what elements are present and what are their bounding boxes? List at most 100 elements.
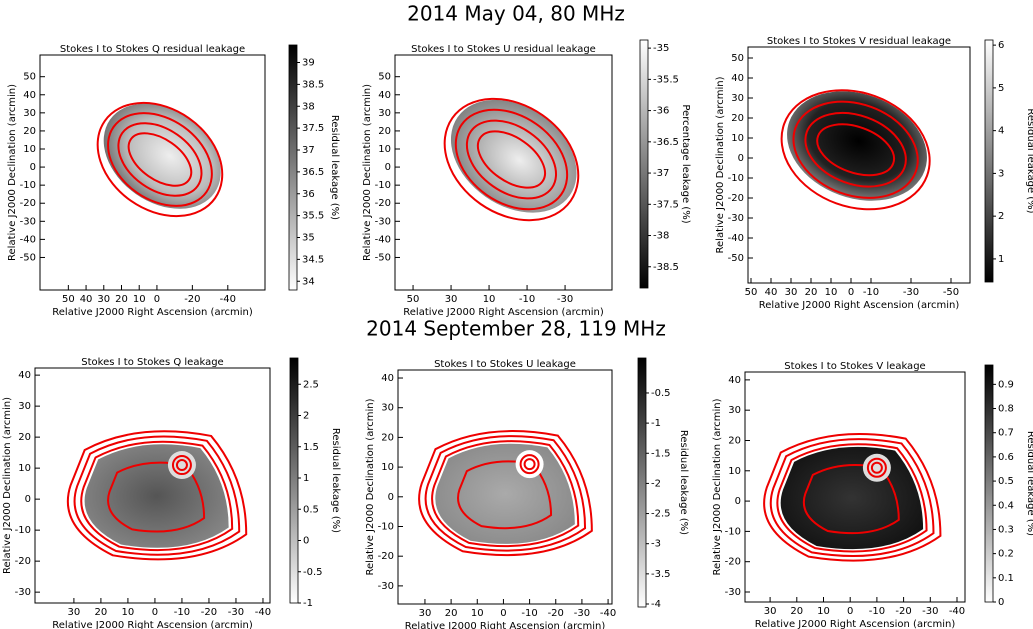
contour bbox=[418, 430, 593, 557]
contour bbox=[776, 443, 928, 553]
y-axis-label: Relative J2000 Declination (arcmin) bbox=[362, 84, 373, 261]
y-tick-label: 0 bbox=[385, 162, 391, 173]
contour bbox=[175, 459, 188, 472]
colorbar-tick-label: 38.5 bbox=[302, 79, 324, 90]
y-tick-label: 30 bbox=[381, 403, 394, 414]
contour bbox=[866, 457, 887, 478]
map-image bbox=[763, 432, 942, 562]
contour bbox=[870, 461, 883, 474]
y-tick-label: -30 bbox=[728, 213, 744, 224]
y-tick-label: -40 bbox=[375, 234, 391, 245]
y-tick-label: -20 bbox=[375, 198, 391, 209]
colorbar-tick-label: 0 bbox=[303, 536, 309, 547]
contour bbox=[73, 435, 241, 556]
x-tick-label: 30 bbox=[419, 608, 432, 619]
contour bbox=[66, 430, 248, 561]
contour bbox=[431, 440, 580, 548]
colorbar-label: Residual leakage (%) bbox=[1025, 108, 1033, 213]
panel-title: Stokes I to Stokes Q leakage bbox=[81, 357, 223, 368]
colorbar-tick-label: -36 bbox=[653, 106, 669, 117]
x-tick-label: 0 bbox=[152, 607, 158, 618]
colorbar-tick-label: -37.5 bbox=[653, 199, 679, 210]
colorbar-tick-label: -37 bbox=[653, 168, 669, 179]
colorbar-tick-label: -0.5 bbox=[303, 567, 323, 578]
x-tick-label: -40 bbox=[949, 606, 965, 617]
y-tick-label: 10 bbox=[728, 466, 741, 477]
colorbar-tick-label: 35.5 bbox=[302, 211, 324, 222]
map-image bbox=[443, 97, 580, 222]
y-tick-label: 10 bbox=[381, 462, 394, 473]
x-tick-label: -20 bbox=[184, 294, 200, 305]
contour bbox=[792, 100, 919, 199]
plot-frame bbox=[747, 46, 971, 284]
y-tick-label: -20 bbox=[725, 557, 741, 568]
y-tick-label: -20 bbox=[728, 193, 744, 204]
x-tick-label: -20 bbox=[201, 607, 217, 618]
x-tick-label: 30 bbox=[97, 294, 110, 305]
y-tick-label: 20 bbox=[728, 435, 741, 446]
colorbar-tick-label: 0.6 bbox=[998, 452, 1014, 463]
colorbar-tick-label: 1 bbox=[998, 254, 1004, 265]
colorbar-label: Residual leakage (%) bbox=[330, 428, 341, 533]
colorbar bbox=[984, 39, 994, 283]
colorbar-tick-label: 0.8 bbox=[998, 404, 1014, 415]
x-tick-label: 20 bbox=[805, 287, 818, 298]
y-tick-label: 0 bbox=[30, 162, 36, 173]
row-title: 2014 September 28, 119 MHz bbox=[366, 317, 666, 341]
y-tick-label: -30 bbox=[378, 581, 394, 592]
y-tick-label: -40 bbox=[20, 234, 36, 245]
y-tick-label: -20 bbox=[378, 551, 394, 562]
y-tick-label: 10 bbox=[23, 144, 36, 155]
y-tick-label: 40 bbox=[18, 370, 31, 381]
map-image bbox=[418, 430, 593, 557]
y-tick-label: 0 bbox=[735, 496, 741, 507]
colorbar-tick-label: 37 bbox=[302, 145, 315, 156]
y-tick-label: 40 bbox=[23, 90, 36, 101]
y-tick-label: -10 bbox=[725, 526, 741, 537]
x-tick-label: -10 bbox=[869, 606, 885, 617]
y-tick-label: 40 bbox=[731, 73, 744, 84]
colorbar-tick-label: -35.5 bbox=[653, 74, 679, 85]
y-tick-label: -40 bbox=[728, 233, 744, 244]
colorbar-tick-label: 39 bbox=[302, 58, 315, 69]
colorbar-label: Residual leakage (%) bbox=[1025, 431, 1033, 536]
x-tick-label: 0 bbox=[500, 608, 506, 619]
colorbar-tick-label: 34.5 bbox=[302, 254, 324, 265]
y-tick-label: 10 bbox=[731, 133, 744, 144]
y-tick-label: -10 bbox=[378, 521, 394, 532]
contour bbox=[780, 89, 931, 211]
contour bbox=[519, 454, 540, 475]
leakage-map bbox=[103, 103, 221, 209]
y-axis-label: Relative J2000 Declination (arcmin) bbox=[712, 398, 723, 575]
y-axis-label: Relative J2000 Declination (arcmin) bbox=[715, 76, 726, 253]
y-axis-label: Relative J2000 Declination (arcmin) bbox=[365, 398, 376, 575]
colorbar-tick-label: 34 bbox=[302, 276, 315, 287]
y-tick-label: -50 bbox=[728, 253, 744, 264]
panel-title: Stokes I to Stokes Q residual leakage bbox=[60, 44, 245, 55]
x-tick-label: 10 bbox=[133, 294, 146, 305]
y-tick-label: -30 bbox=[375, 216, 391, 227]
plot-frame bbox=[39, 54, 266, 291]
y-tick-label: 10 bbox=[18, 463, 31, 474]
colorbar-tick-label: 36.5 bbox=[302, 167, 324, 178]
colorbar bbox=[639, 39, 649, 289]
y-tick-label: 40 bbox=[378, 90, 391, 101]
x-tick-label: 40 bbox=[80, 294, 93, 305]
colorbar-tick-label: -38 bbox=[653, 231, 669, 242]
plot-frame bbox=[394, 54, 613, 291]
y-tick-label: -50 bbox=[375, 252, 391, 263]
y-tick-label: 30 bbox=[18, 401, 31, 412]
x-tick-label: -50 bbox=[943, 287, 959, 298]
panel-title: Stokes I to Stokes U residual leakage bbox=[411, 44, 596, 55]
x-tick-label: -30 bbox=[922, 606, 938, 617]
x-tick-label: 30 bbox=[445, 294, 458, 305]
x-tick-label: 50 bbox=[407, 294, 420, 305]
contour bbox=[107, 112, 213, 207]
colorbar-tick-label: -3.5 bbox=[651, 569, 671, 580]
colorbar-tick-label: 0.5 bbox=[303, 504, 319, 515]
x-tick-label: -20 bbox=[895, 606, 911, 617]
x-tick-label: 10 bbox=[817, 606, 830, 617]
contour bbox=[96, 101, 224, 218]
y-tick-label: 20 bbox=[731, 113, 744, 124]
